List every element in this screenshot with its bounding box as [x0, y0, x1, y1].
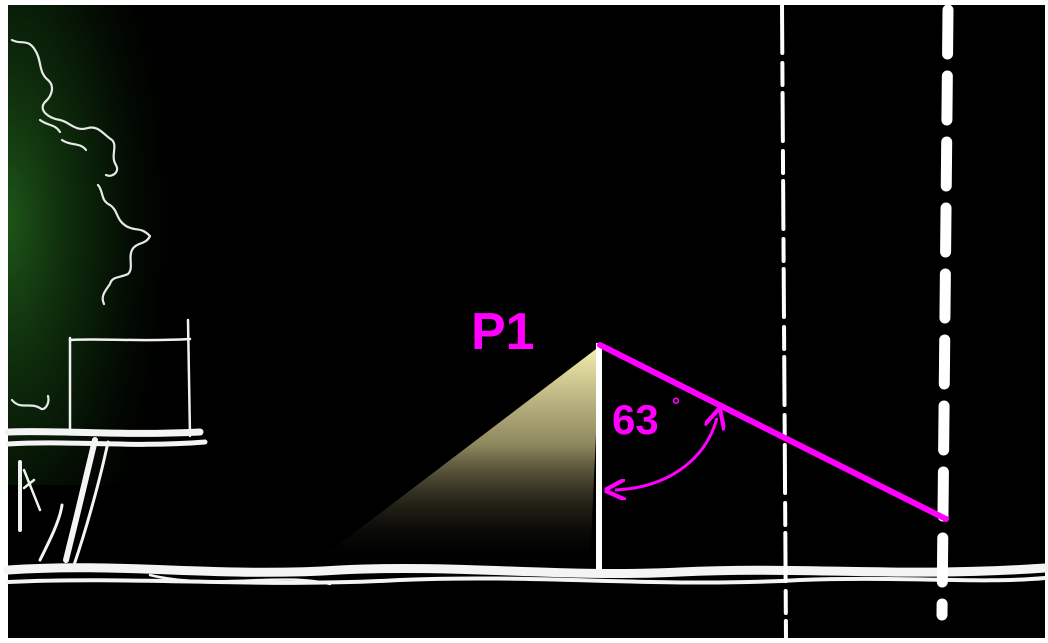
ground-line: [3, 563, 1048, 586]
building-sketch: [18, 318, 192, 532]
angle-arc: [615, 418, 717, 490]
angle-degree-symbol: °: [672, 395, 680, 417]
sight-line: [597, 342, 949, 522]
angle-value: 63: [612, 396, 659, 443]
dashed-line-left: [780, 3, 788, 642]
tree-sketch: [10, 38, 152, 411]
light-pole: [596, 343, 602, 570]
tree-glow: [8, 5, 208, 485]
point-label: P1: [471, 303, 535, 361]
light-cone: [312, 346, 600, 565]
floor-slab: [4, 428, 208, 567]
